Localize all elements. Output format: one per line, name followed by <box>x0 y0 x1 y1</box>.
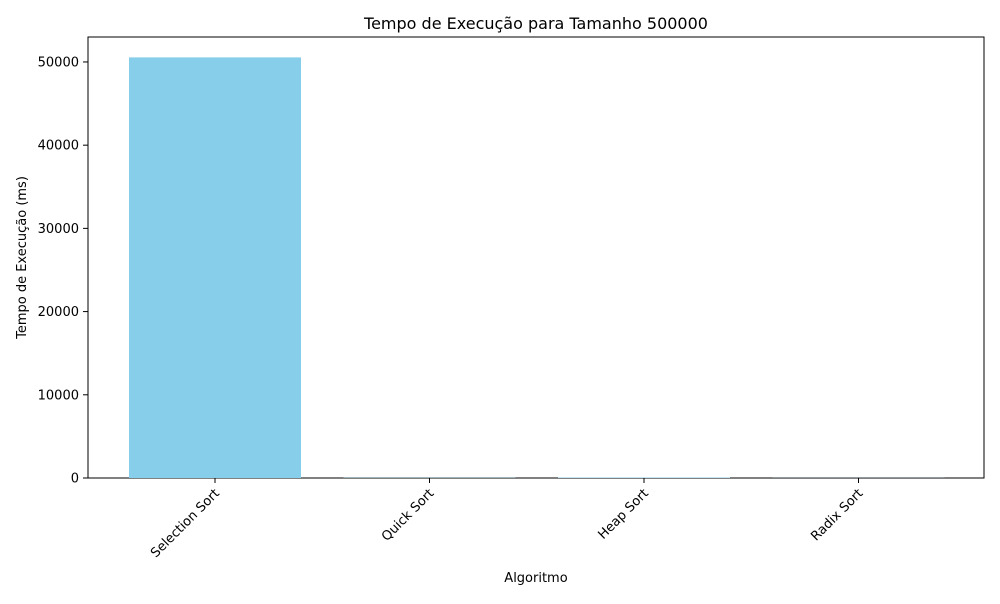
y-axis: 0 10000 20000 30000 40000 50000 <box>38 55 88 486</box>
x-tick-label: Heap Sort <box>595 486 651 542</box>
y-tick-label: 20000 <box>38 305 79 320</box>
x-axis-label: Algoritmo <box>504 571 567 586</box>
y-axis-label: Tempo de Execução (ms) <box>15 176 30 340</box>
y-tick-label: 0 <box>71 472 79 487</box>
y-tick-label: 10000 <box>38 388 79 403</box>
bar-selection-sort <box>129 57 301 478</box>
y-tick-label: 40000 <box>38 139 79 154</box>
x-tick-label: Quick Sort <box>379 486 437 544</box>
bars-layer <box>129 57 945 478</box>
x-tick-label: Radix Sort <box>808 486 866 544</box>
x-tick-label: Selection Sort <box>148 486 223 561</box>
y-tick-label: 50000 <box>38 55 79 70</box>
y-tick-label: 30000 <box>38 222 79 237</box>
chart-title: Tempo de Execução para Tamanho 500000 <box>363 14 708 33</box>
x-axis: Selection Sort Quick Sort Heap Sort Radix S… <box>148 478 866 561</box>
